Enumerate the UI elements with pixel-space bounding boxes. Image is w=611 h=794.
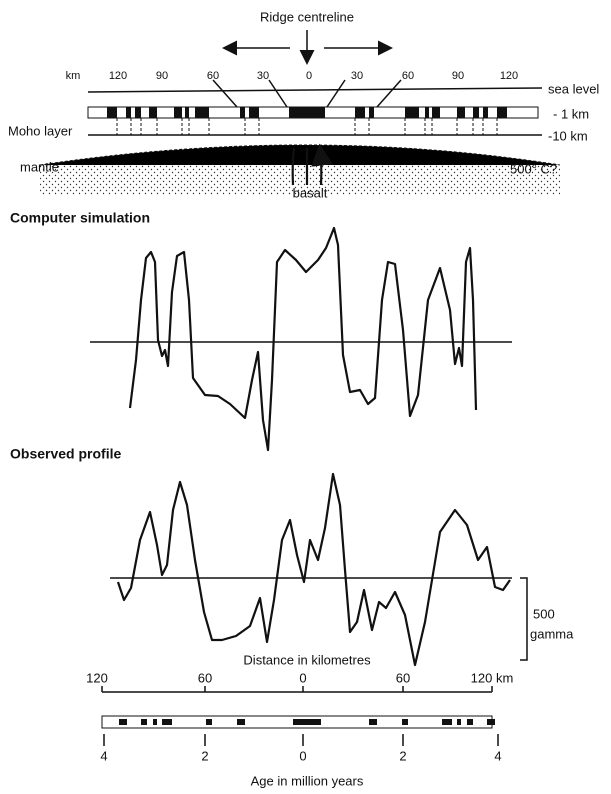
age-label: 4 — [494, 748, 501, 763]
stripe — [107, 107, 117, 118]
stripe — [487, 719, 495, 725]
stripe — [432, 107, 440, 118]
stripe — [497, 107, 507, 118]
stripe — [473, 107, 479, 118]
stripe — [355, 107, 365, 118]
dashes — [117, 118, 497, 135]
age-label: 0 — [299, 748, 306, 763]
scale-label: 0 — [306, 70, 312, 82]
isotherm — [40, 145, 560, 165]
stripe — [174, 107, 182, 118]
simulation-curve — [130, 228, 476, 450]
temperature: 500° C? — [510, 161, 557, 176]
scale-label: 120 — [109, 70, 127, 82]
scale-label: 120 — [500, 70, 518, 82]
stripe — [483, 107, 488, 118]
stripe — [457, 107, 465, 118]
slant — [269, 80, 287, 107]
slant — [327, 80, 345, 107]
scale-label: 30 — [257, 70, 269, 82]
scale-bar — [520, 578, 527, 660]
distance-label: 60 — [198, 670, 212, 685]
stripe — [467, 719, 473, 725]
panel-title: Computer simulation — [10, 210, 150, 226]
crust-depth: - 1 km — [553, 106, 589, 121]
moho-label: Moho layer — [8, 123, 73, 138]
scale-value: 500 — [533, 606, 555, 621]
stripe — [457, 719, 461, 725]
panel-title: Observed profile — [10, 446, 121, 462]
mantle-label: mantle — [20, 159, 59, 174]
age-label: 2 — [201, 748, 208, 763]
moho-depth: -10 km — [548, 128, 588, 143]
distance-label: 120 — [86, 670, 108, 685]
unit: km — [66, 70, 81, 82]
stripe — [119, 719, 127, 725]
stripe — [402, 719, 408, 725]
scale-unit: gamma — [530, 626, 574, 641]
age-label: 2 — [399, 748, 406, 763]
stripe — [369, 719, 377, 725]
stripe — [141, 719, 147, 725]
stripe — [195, 107, 209, 118]
stripe — [425, 107, 429, 118]
stripe — [206, 719, 212, 725]
diagram: Ridge centreline km 120 90 60 30 0 30 60 90 120 … — [0, 0, 611, 794]
stripe — [369, 107, 374, 118]
distance-label: 60 — [396, 670, 410, 685]
basalt-label: basalt — [293, 185, 328, 200]
age-ticks: 4 2 0 2 4 — [100, 734, 501, 763]
stripe — [162, 719, 172, 725]
scale-label: 60 — [402, 70, 414, 82]
age-label: 4 — [100, 748, 107, 763]
stripe — [240, 107, 245, 118]
stripe — [293, 719, 321, 725]
distance-label: 0 — [299, 670, 306, 685]
ridge-title: Ridge centreline — [260, 9, 354, 24]
sea-level — [88, 88, 542, 92]
stripe — [249, 107, 259, 118]
stripe — [185, 107, 189, 118]
axis-title: Distance in kilometres — [243, 652, 371, 667]
stripe — [149, 107, 157, 118]
scale-label: 90 — [452, 70, 464, 82]
stripe — [135, 107, 141, 118]
stripe — [237, 719, 245, 725]
stripe — [289, 107, 325, 118]
observed-curve — [118, 474, 510, 665]
stripe — [153, 719, 157, 725]
distance-ticks: 120 60 0 60 120 km — [86, 670, 513, 692]
distance-label: 120 km — [471, 670, 514, 685]
slant — [213, 80, 237, 107]
stripe — [126, 107, 131, 118]
scale-label: 30 — [351, 70, 363, 82]
slant — [377, 80, 401, 107]
stripe — [442, 719, 452, 725]
scale-label: 90 — [156, 70, 168, 82]
sea-level-label: sea level — [548, 81, 599, 96]
axis-title: Age in million years — [251, 773, 364, 788]
stripe — [405, 107, 419, 118]
